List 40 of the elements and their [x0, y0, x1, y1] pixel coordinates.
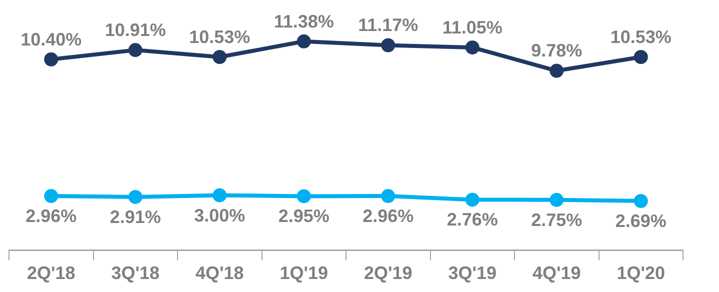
data-label: 2.91%	[110, 206, 161, 227]
data-label: 3.00%	[194, 205, 246, 226]
point	[465, 192, 480, 207]
point	[128, 190, 142, 204]
point	[381, 38, 396, 52]
point	[44, 52, 58, 66]
point	[44, 189, 58, 204]
data-label: 10.53%	[610, 26, 672, 47]
point	[634, 194, 648, 208]
x-tick-label: 3Q'19	[448, 263, 497, 284]
point	[550, 64, 564, 78]
x-tick-label: 4Q'18	[195, 263, 244, 284]
point	[128, 43, 142, 58]
x-tick-label: 1Q'19	[280, 263, 328, 284]
data-label: 11.38%	[274, 11, 334, 32]
point	[381, 189, 396, 204]
data-label: 11.05%	[442, 17, 502, 38]
point	[550, 192, 564, 207]
point	[465, 40, 480, 54]
data-label: 11.17%	[358, 15, 418, 36]
x-tick-label: 2Q'18	[26, 263, 76, 284]
x-tick-label: 2Q'19	[364, 263, 412, 284]
point	[634, 50, 648, 64]
data-label: 2.76%	[446, 210, 498, 230]
data-label: 2.95%	[278, 206, 330, 226]
data-label: 10.91%	[104, 20, 166, 40]
data-label: 2.96%	[26, 206, 77, 226]
data-label: 2.75%	[531, 210, 582, 230]
data-label: 2.69%	[615, 210, 666, 231]
data-label: 2.96%	[362, 206, 414, 226]
point	[212, 50, 227, 64]
data-label: 9.78%	[531, 40, 582, 61]
data-label: 10.40%	[20, 29, 82, 50]
x-tick-label: 3Q'18	[111, 263, 160, 284]
x-tick-label: 4Q'19	[532, 263, 581, 284]
point	[296, 34, 311, 48]
point	[296, 189, 311, 204]
data-label: 10.53%	[189, 26, 250, 47]
x-tick-label: 1Q'20	[616, 263, 666, 284]
point	[212, 188, 227, 202]
